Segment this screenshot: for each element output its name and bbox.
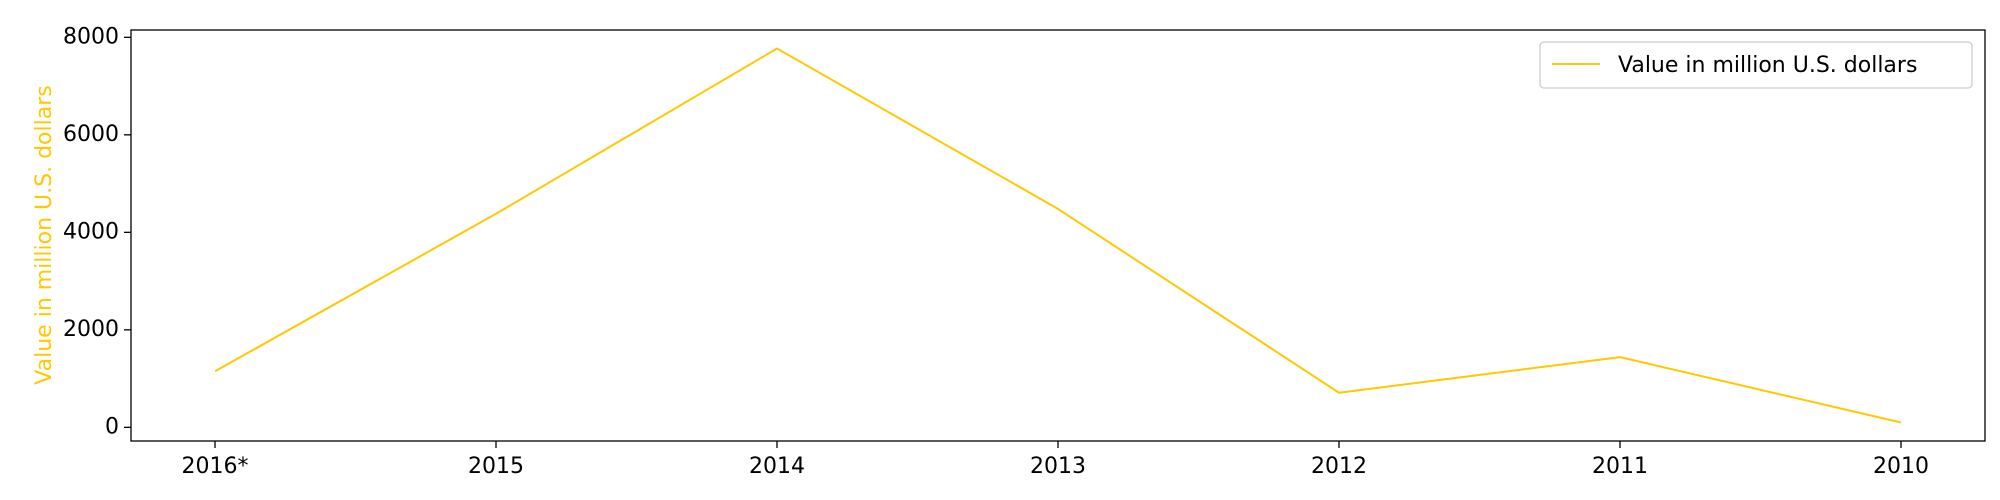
plot-area — [130, 29, 1986, 442]
series-line — [214, 47, 1902, 424]
y-tick-label: 8000 — [63, 24, 119, 49]
series-layer — [214, 47, 1902, 424]
y-axis: 0 2000 4000 6000 8000 — [63, 24, 131, 439]
x-axis: 2016* 2015 2014 2013 2012 2011 2010 — [182, 441, 1929, 479]
y-tick-label: 6000 — [63, 122, 119, 147]
legend: Value in million U.S. dollars — [1539, 41, 1973, 89]
y-tick-label: 2000 — [63, 317, 119, 342]
x-tick-label: 2016* — [182, 454, 249, 479]
y-tick-label: 4000 — [63, 219, 119, 244]
legend-box — [1539, 41, 1973, 89]
x-tick-label: 2014 — [749, 454, 805, 479]
x-tick-label: 2012 — [1311, 454, 1367, 479]
y-axis-title: Value in million U.S. dollars — [32, 85, 57, 384]
x-tick-label: 2010 — [1873, 454, 1929, 479]
y-tick-label: 0 — [105, 414, 119, 439]
legend-label: Value in million U.S. dollars — [1618, 53, 1917, 78]
x-tick-label: 2011 — [1592, 454, 1648, 479]
x-tick-label: 2013 — [1030, 454, 1086, 479]
x-tick-label: 2015 — [468, 454, 524, 479]
